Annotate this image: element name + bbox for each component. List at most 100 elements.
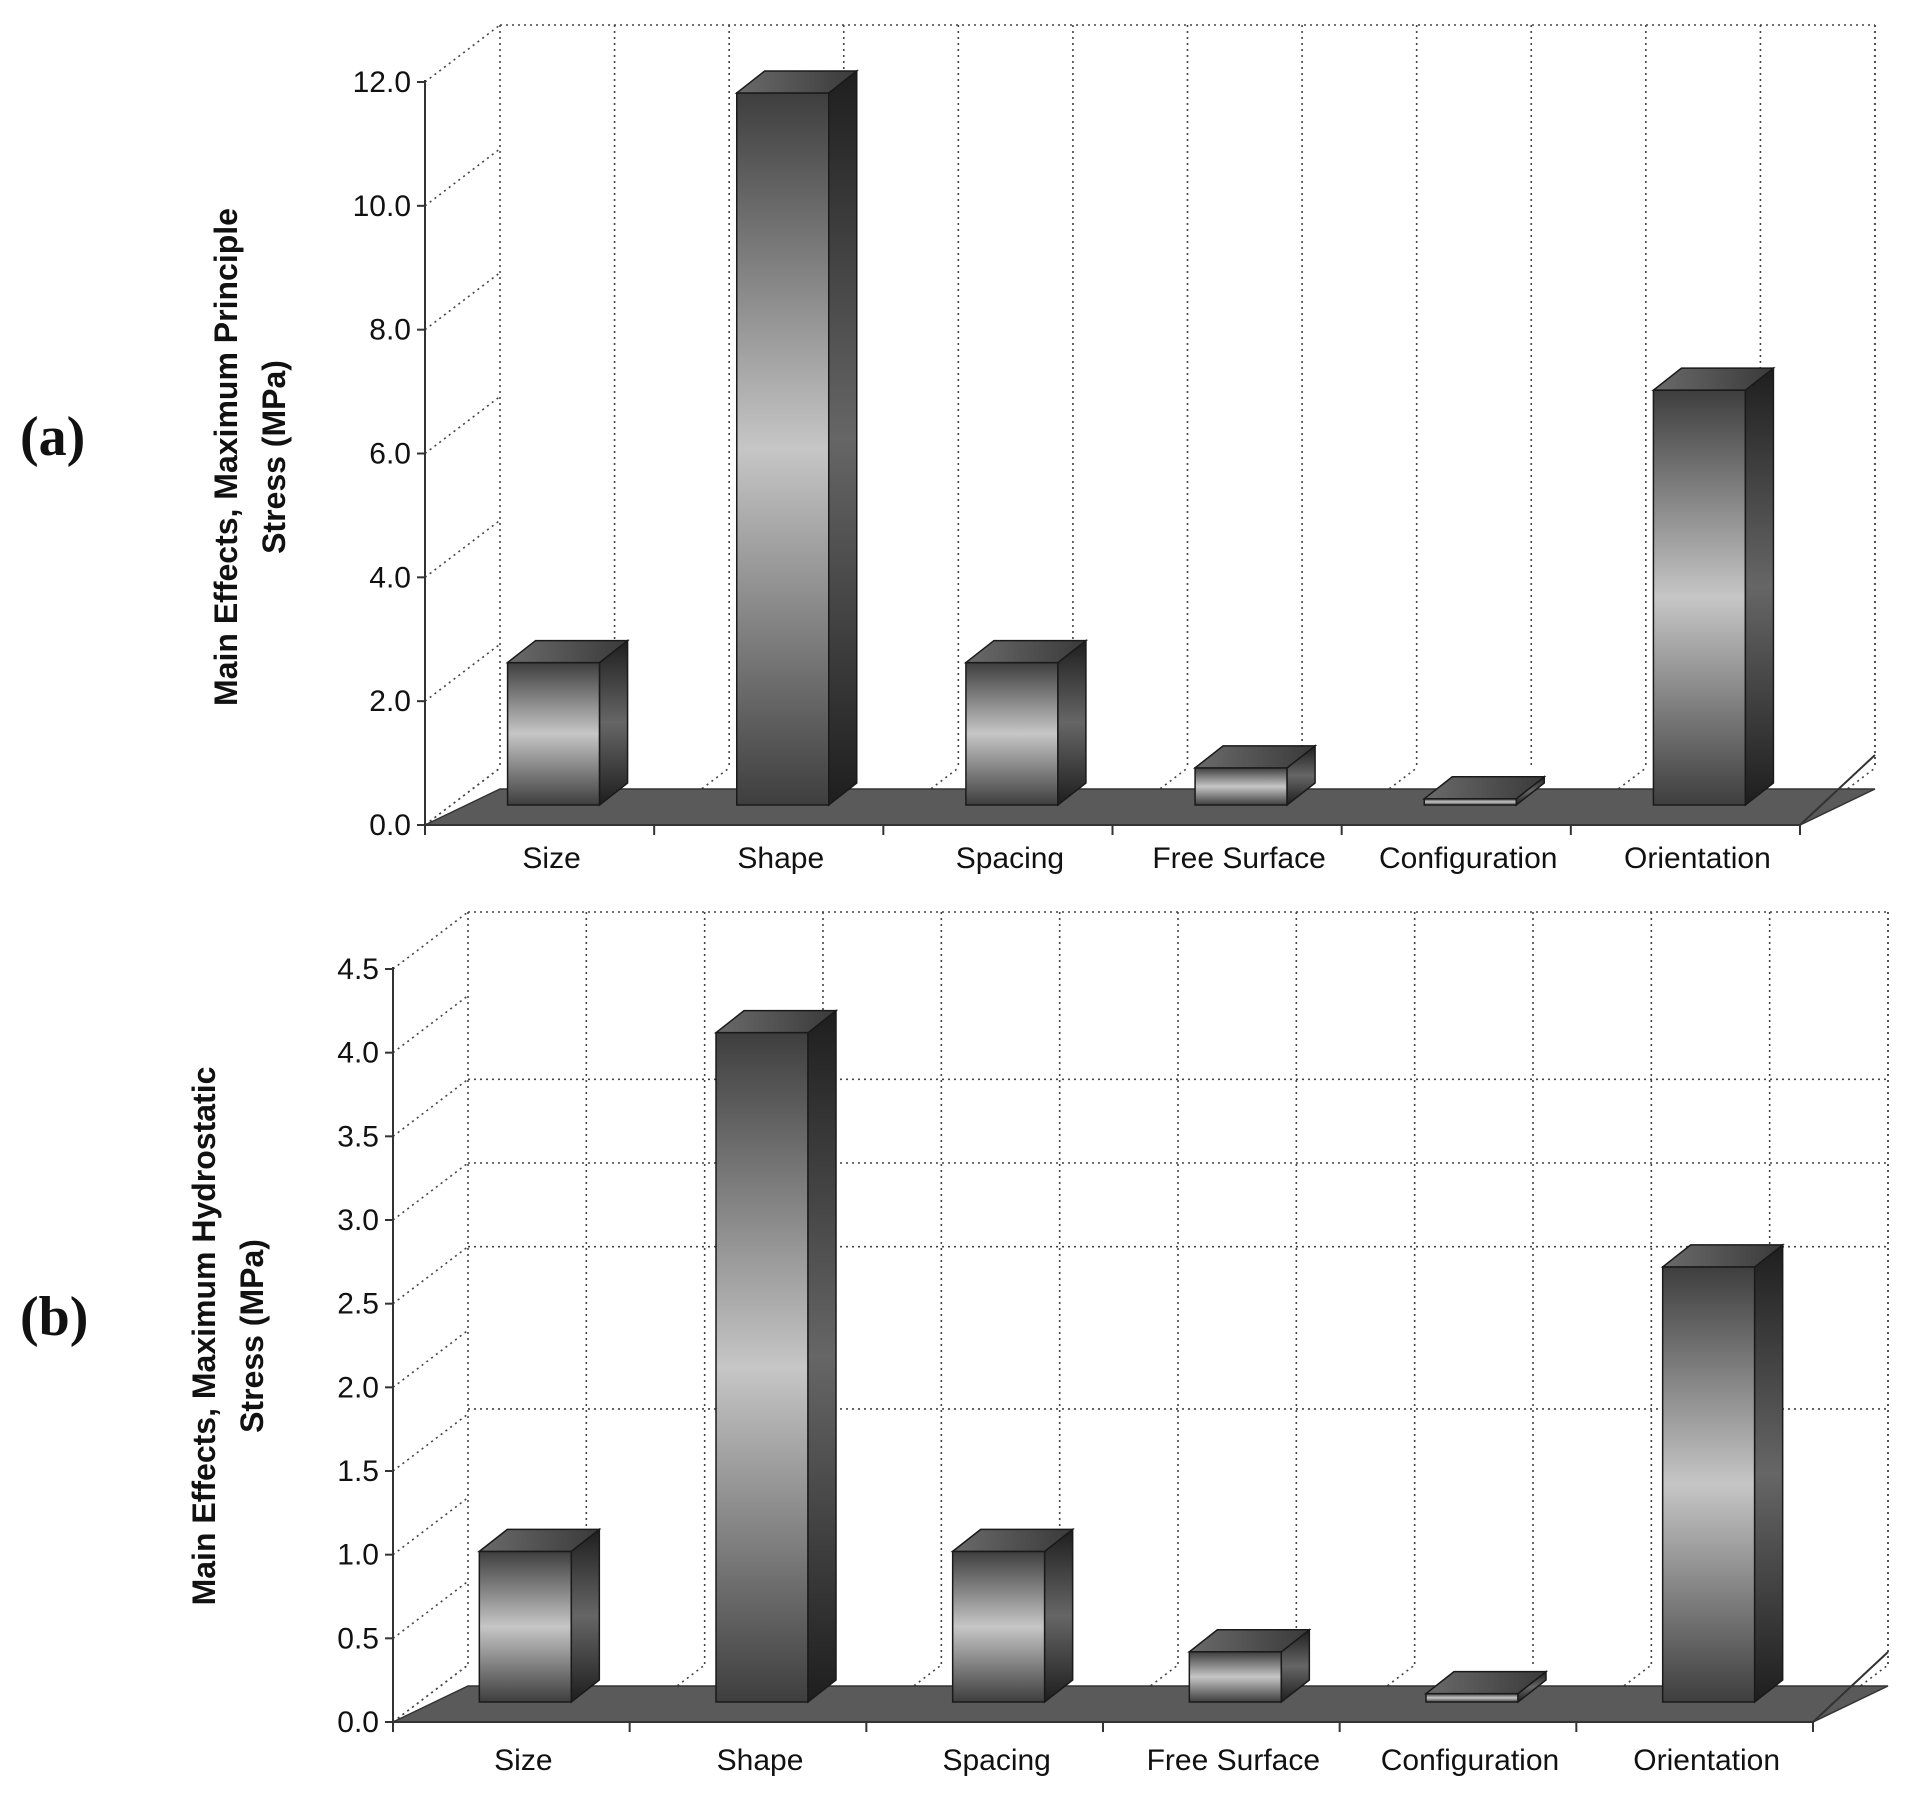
bar: [734, 69, 859, 807]
bar-front-face: [965, 661, 1059, 806]
chart-panel-a: (a) Main Effects, Maximum Principle Stre…: [20, 24, 1876, 875]
floor-gridline: [1570, 767, 1647, 826]
x-tick-label: Spacing: [942, 1744, 1050, 1777]
y-tick-diagonal: [392, 1162, 469, 1221]
bar-front-face: [1661, 1266, 1756, 1703]
bar-side-face: [828, 69, 858, 807]
chart-panel-b: (b) Main Effects, Maximum Hydrostatic St…: [20, 911, 1889, 1777]
x-tick-label: Size: [522, 842, 580, 875]
floor-right-edge: [1799, 754, 1876, 826]
bar-side-face: [1744, 366, 1775, 807]
bar-side-face: [1753, 1243, 1784, 1704]
y-tick-label: 0.5: [337, 1622, 379, 1655]
floor-gridline: [1339, 1664, 1416, 1723]
y-tick-diagonal: [392, 1078, 469, 1137]
x-tick-label: Free Surface: [1152, 842, 1325, 875]
y-tick-label: 3.0: [337, 1204, 379, 1237]
bar: [1192, 744, 1318, 807]
y-tick-diagonal: [392, 1497, 469, 1556]
bar-top-face: [1651, 367, 1776, 391]
bar: [505, 639, 630, 807]
y-tick-label: 8.0: [369, 314, 411, 347]
y-tick-diagonal: [424, 643, 501, 702]
bar-front-face: [1423, 798, 1517, 806]
y-tick-label: 6.0: [369, 438, 411, 471]
y-axis-title-line-2: Stress (MPa): [234, 1239, 270, 1433]
floor-gridline: [1102, 1664, 1179, 1723]
bar-top-face: [734, 70, 859, 94]
floor-gridline: [1112, 767, 1188, 826]
bar: [1651, 366, 1776, 807]
floor-gridline: [629, 1664, 706, 1723]
bar: [1422, 775, 1547, 807]
bar-top-face: [505, 639, 630, 664]
y-tick-diagonal: [392, 995, 469, 1054]
floor-gridline: [1812, 1664, 1889, 1723]
y-tick-label: 4.0: [369, 561, 411, 594]
y-tick-diagonal: [424, 395, 501, 455]
y-tick-label: 4.5: [337, 953, 379, 986]
bar: [1187, 1628, 1312, 1704]
bar-top-face: [1423, 1670, 1549, 1695]
floor-gridline: [882, 767, 959, 826]
y-tick-label: 1.5: [337, 1455, 379, 1488]
y-tick-diagonal: [424, 767, 501, 826]
y-tick-label: 0.0: [337, 1706, 379, 1739]
y-axis-title-line-1: Main Effects, Maximum Principle: [208, 208, 244, 706]
bar-side-face: [598, 639, 629, 807]
y-tick-diagonal: [392, 1413, 469, 1472]
x-tick-label: Orientation: [1624, 842, 1771, 875]
y-tick-label: 3.5: [337, 1120, 379, 1153]
bar-top-face: [1187, 1629, 1312, 1653]
bar: [950, 1527, 1075, 1704]
bar: [477, 1527, 602, 1704]
x-tick-label: Orientation: [1633, 1744, 1780, 1777]
y-tick-label: 2.0: [337, 1371, 379, 1404]
bar-top-face: [950, 1528, 1075, 1553]
bar-top-face: [713, 1009, 839, 1034]
bar: [713, 1009, 839, 1704]
panel-label: (b): [20, 1286, 88, 1348]
x-tick-label: Configuration: [1381, 1744, 1559, 1777]
bar-front-face: [715, 1031, 809, 1703]
floor-gridline: [1575, 1664, 1652, 1723]
bar-front-face: [506, 661, 601, 806]
bar-front-face: [1425, 1692, 1519, 1703]
floor-gridline: [1341, 767, 1418, 826]
floor-gridline: [865, 1664, 942, 1723]
floor-right-edge: [1812, 1651, 1889, 1723]
bar-top-face: [1422, 776, 1547, 800]
y-tick-diagonal: [392, 1580, 469, 1639]
y-tick-label: 10.0: [353, 190, 411, 223]
bar-front-face: [736, 92, 830, 806]
y-tick-diagonal: [424, 272, 501, 331]
x-tick-label: Size: [494, 1744, 552, 1777]
y-tick-label: 2.0: [369, 685, 411, 718]
x-tick-label: Free Surface: [1147, 1744, 1320, 1777]
y-tick-diagonal: [424, 24, 501, 83]
y-axis-title-line-1: Main Effects, Maximum Hydrostatic: [186, 1067, 222, 1606]
bar: [1423, 1670, 1549, 1704]
floor-gridline: [1799, 767, 1876, 826]
y-tick-label: 2.5: [337, 1288, 379, 1321]
y-tick-label: 0.0: [369, 809, 411, 842]
floor-gridline: [653, 767, 730, 826]
y-tick-diagonal: [424, 148, 501, 207]
y-tick-label: 12.0: [353, 66, 411, 99]
bar-front-face: [1652, 389, 1747, 806]
bar-side-face: [570, 1527, 601, 1704]
bar-front-face: [951, 1550, 1046, 1703]
x-tick-label: Shape: [717, 1744, 804, 1777]
panel-label: (a): [20, 406, 85, 468]
bar-side-face: [807, 1009, 837, 1704]
bar-side-face: [1043, 1527, 1074, 1704]
bar-front-face: [478, 1550, 573, 1703]
y-tick-label: 4.0: [337, 1037, 379, 1070]
x-tick-label: Spacing: [956, 842, 1064, 875]
bar-side-face: [1057, 639, 1087, 807]
bar-front-face: [1188, 1651, 1283, 1703]
x-tick-label: Shape: [737, 842, 824, 875]
y-tick-diagonal: [424, 519, 501, 578]
y-tick-diagonal: [392, 1246, 469, 1305]
